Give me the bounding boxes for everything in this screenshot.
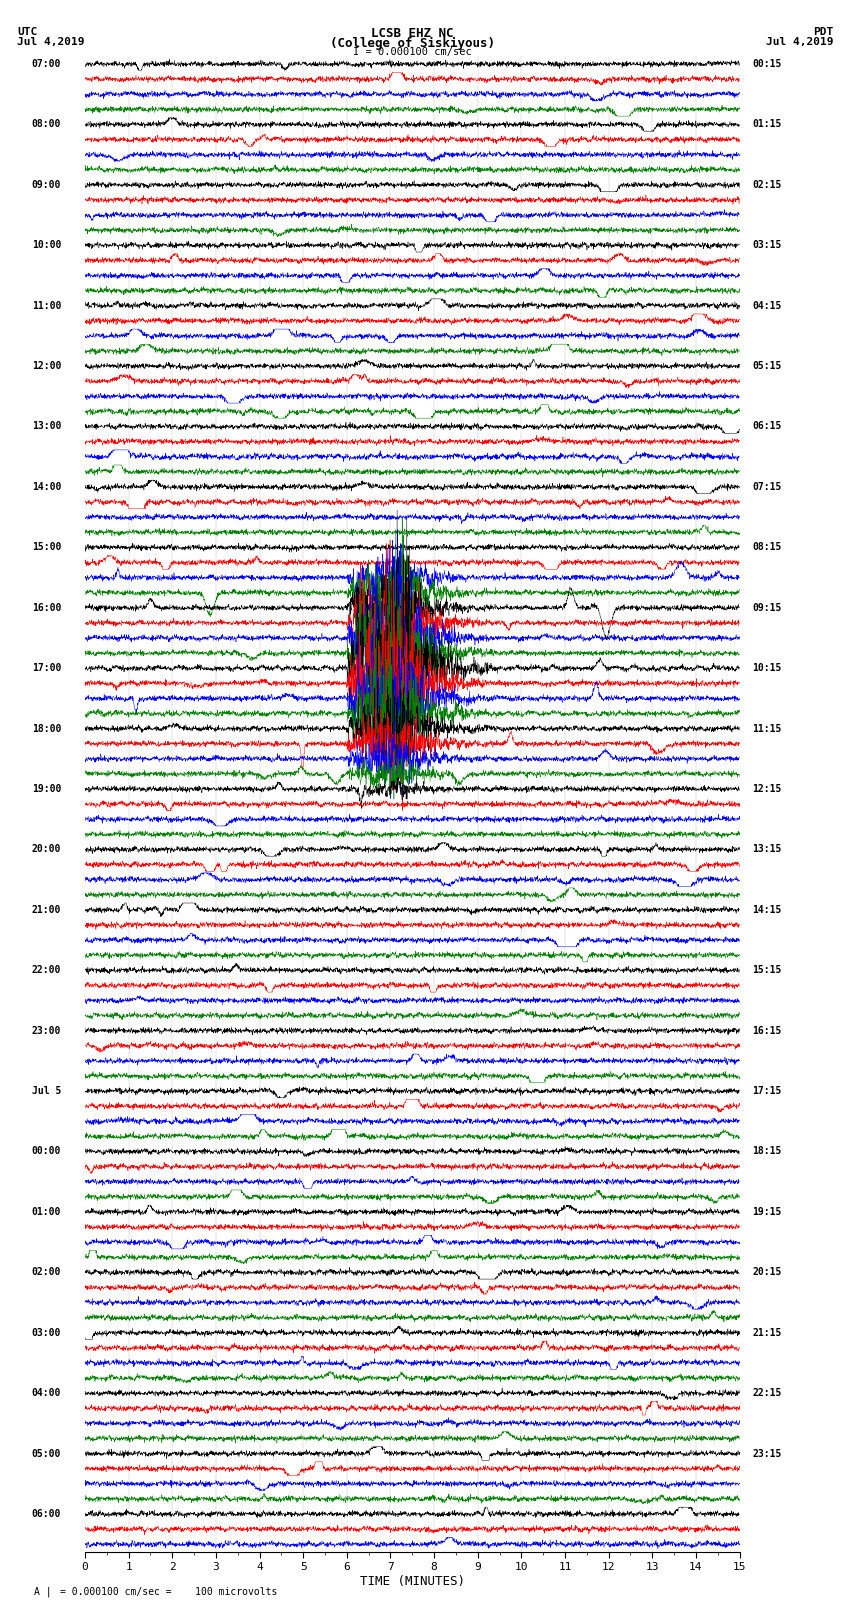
Text: 21:00: 21:00 [31,905,61,915]
Text: A |: A | [34,1586,52,1597]
Text: 09:15: 09:15 [752,603,782,613]
Text: 06:15: 06:15 [752,421,782,432]
Text: 23:15: 23:15 [752,1448,782,1458]
Text: 02:15: 02:15 [752,179,782,190]
Text: 07:00: 07:00 [31,60,61,69]
Text: 01:00: 01:00 [31,1207,61,1216]
Text: 03:00: 03:00 [31,1327,61,1337]
Text: Jul 5: Jul 5 [31,1086,61,1097]
Text: Jul 4,2019: Jul 4,2019 [766,37,833,47]
Text: 18:15: 18:15 [752,1147,782,1157]
Text: LCSB EHZ NC: LCSB EHZ NC [371,27,454,40]
Text: 19:00: 19:00 [31,784,61,794]
Text: 15:15: 15:15 [752,965,782,976]
Text: 19:15: 19:15 [752,1207,782,1216]
Text: UTC: UTC [17,27,37,37]
Text: 12:15: 12:15 [752,784,782,794]
Text: 20:15: 20:15 [752,1268,782,1277]
Text: 06:00: 06:00 [31,1508,61,1519]
Text: 11:15: 11:15 [752,724,782,734]
X-axis label: TIME (MINUTES): TIME (MINUTES) [360,1574,465,1587]
Text: (College of Siskiyous): (College of Siskiyous) [330,37,495,50]
Text: 15:00: 15:00 [31,542,61,552]
Text: 05:00: 05:00 [31,1448,61,1458]
Text: PDT: PDT [813,27,833,37]
Text: 13:15: 13:15 [752,844,782,855]
Text: 16:15: 16:15 [752,1026,782,1036]
Text: 22:15: 22:15 [752,1389,782,1398]
Text: I = 0.000100 cm/sec: I = 0.000100 cm/sec [353,47,472,56]
Text: 20:00: 20:00 [31,844,61,855]
Text: 16:00: 16:00 [31,603,61,613]
Text: 02:00: 02:00 [31,1268,61,1277]
Text: 08:15: 08:15 [752,542,782,552]
Text: 08:00: 08:00 [31,119,61,129]
Text: 04:00: 04:00 [31,1389,61,1398]
Text: 00:00: 00:00 [31,1147,61,1157]
Text: 09:00: 09:00 [31,179,61,190]
Text: 05:15: 05:15 [752,361,782,371]
Text: 07:15: 07:15 [752,482,782,492]
Text: 14:15: 14:15 [752,905,782,915]
Text: 17:00: 17:00 [31,663,61,673]
Text: 14:00: 14:00 [31,482,61,492]
Text: 11:00: 11:00 [31,300,61,311]
Text: 17:15: 17:15 [752,1086,782,1097]
Text: 10:00: 10:00 [31,240,61,250]
Text: Jul 4,2019: Jul 4,2019 [17,37,84,47]
Text: 04:15: 04:15 [752,300,782,311]
Text: 18:00: 18:00 [31,724,61,734]
Text: 23:00: 23:00 [31,1026,61,1036]
Text: 03:15: 03:15 [752,240,782,250]
Text: 12:00: 12:00 [31,361,61,371]
Text: 00:15: 00:15 [752,60,782,69]
Text: = 0.000100 cm/sec =    100 microvolts: = 0.000100 cm/sec = 100 microvolts [60,1587,277,1597]
Text: 13:00: 13:00 [31,421,61,432]
Text: 22:00: 22:00 [31,965,61,976]
Text: 10:15: 10:15 [752,663,782,673]
Text: 01:15: 01:15 [752,119,782,129]
Text: 21:15: 21:15 [752,1327,782,1337]
